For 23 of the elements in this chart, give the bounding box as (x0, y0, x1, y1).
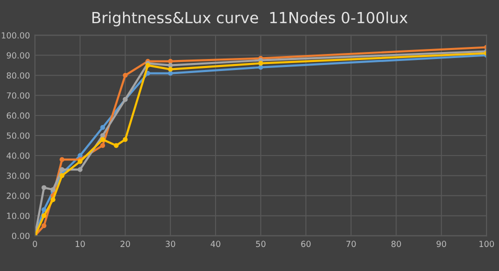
x-tick-label: 70 (346, 240, 356, 248)
y-tick-label: 60.00 (6, 112, 30, 119)
x-tick-label: 100 (479, 240, 494, 248)
y-tick-label: 20.00 (6, 192, 30, 199)
chart-title: Brightness&Lux curve 11Nodes 0-100lux (92, 12, 408, 26)
y-tick-label: 50.00 (6, 132, 30, 139)
y-tick-label: 80.00 (6, 72, 30, 79)
x-tick-label: 40 (210, 240, 220, 248)
y-tick-label: 40.00 (6, 152, 30, 159)
y-tick-label: 30.00 (6, 172, 30, 179)
y-tick-label: 0.00 (12, 232, 30, 240)
x-tick-label: 10 (76, 240, 85, 248)
x-tick-label: 90 (436, 240, 446, 248)
x-tick-label: 30 (166, 240, 176, 248)
x-tick-label: 50 (256, 240, 266, 248)
y-tick-label: 10.00 (7, 212, 30, 219)
x-tick-label: 0 (32, 240, 38, 248)
x-tick-label: 20 (120, 240, 130, 248)
x-tick-label: 60 (301, 240, 311, 248)
y-tick-label: 100.00 (2, 32, 30, 39)
x-tick-label: 80 (391, 240, 401, 248)
y-tick-label: 90.00 (6, 52, 30, 59)
y-tick-label: 70.00 (6, 92, 30, 99)
